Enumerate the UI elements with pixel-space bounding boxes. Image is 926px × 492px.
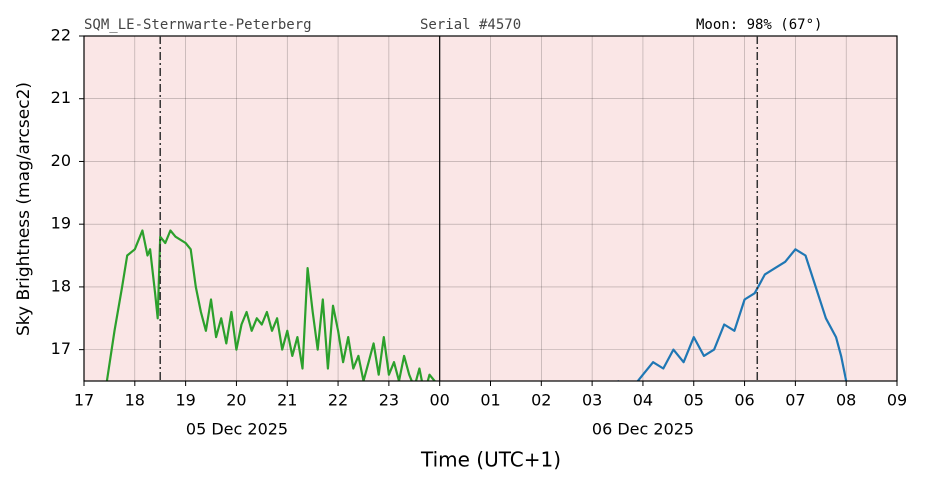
y-tick-label: 21 (51, 88, 71, 107)
x-tick-label: 17 (74, 391, 94, 410)
series-line (617, 248, 848, 381)
serial: Serial #4570 (420, 17, 521, 33)
x-tick-label: 22 (328, 391, 348, 410)
y-tick-label: 18 (51, 276, 71, 295)
x-tick-label: 07 (785, 391, 805, 410)
x-tick-label: 21 (277, 391, 297, 410)
x-tick-label: 18 (125, 391, 145, 410)
x-tick-label: 03 (582, 391, 602, 410)
x-tick-label: 20 (226, 391, 246, 410)
y-tick-label: 22 (51, 26, 71, 45)
date-label: 05 Dec 2025 (186, 420, 288, 439)
x-tick-label: 01 (480, 391, 500, 410)
y-tick-label: 20 (51, 151, 71, 170)
x-tick-label: 19 (175, 391, 195, 410)
x-tick-label: 02 (531, 391, 551, 410)
station-name: SQM_LE-Sternwarte-Peterberg (84, 17, 312, 33)
y-tick-label: 17 (51, 339, 71, 358)
x-tick-label: 08 (836, 391, 856, 410)
x-tick-label: 05 (684, 391, 704, 410)
x-tick-label: 00 (430, 391, 450, 410)
x-tick-label: 23 (379, 391, 399, 410)
x-axis-title: Time (UTC+1) (420, 448, 561, 472)
date-label: 06 Dec 2025 (592, 420, 694, 439)
y-tick-label: 19 (51, 214, 71, 233)
x-tick-label: 04 (633, 391, 653, 410)
moon-info: Moon: 98% (67°) (696, 17, 822, 33)
x-tick-label: 09 (887, 391, 907, 410)
y-axis-title: Sky Brightness (mag/arcsec2) (14, 82, 34, 336)
x-tick-label: 06 (734, 391, 754, 410)
